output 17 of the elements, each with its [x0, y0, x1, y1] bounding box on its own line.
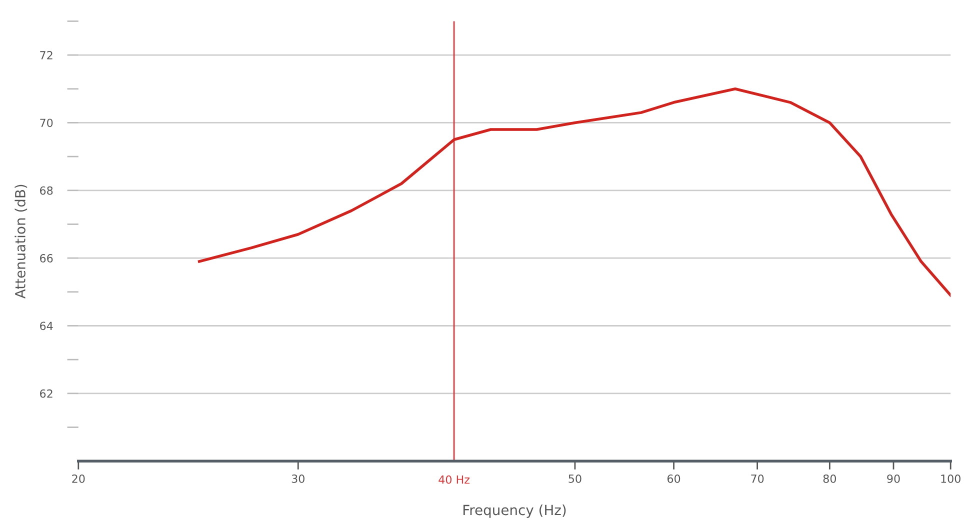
- ref-line-label: 40 Hz: [438, 475, 470, 484]
- x-tick-label: 50: [568, 474, 582, 483]
- y-tick-label: 70: [40, 118, 53, 128]
- x-tick-label: 20: [72, 474, 85, 483]
- y-tick-label: 62: [40, 389, 52, 398]
- y-tick-label: 72: [40, 51, 52, 60]
- y-axis-title: Attenuation (dB): [14, 184, 28, 299]
- x-axis-title: Frequency (Hz): [463, 504, 566, 518]
- x-tick-label: 100: [941, 474, 960, 483]
- x-tick-label: 80: [823, 474, 836, 483]
- x-tick-label: 60: [667, 474, 680, 483]
- x-tick-label: 70: [751, 474, 764, 483]
- y-tick-label: 66: [40, 254, 53, 262]
- x-tick-label: 90: [887, 474, 900, 483]
- x-tick-label: 30: [292, 474, 304, 483]
- y-tick-label: 68: [40, 186, 53, 195]
- y-tick-label: 64: [40, 322, 53, 330]
